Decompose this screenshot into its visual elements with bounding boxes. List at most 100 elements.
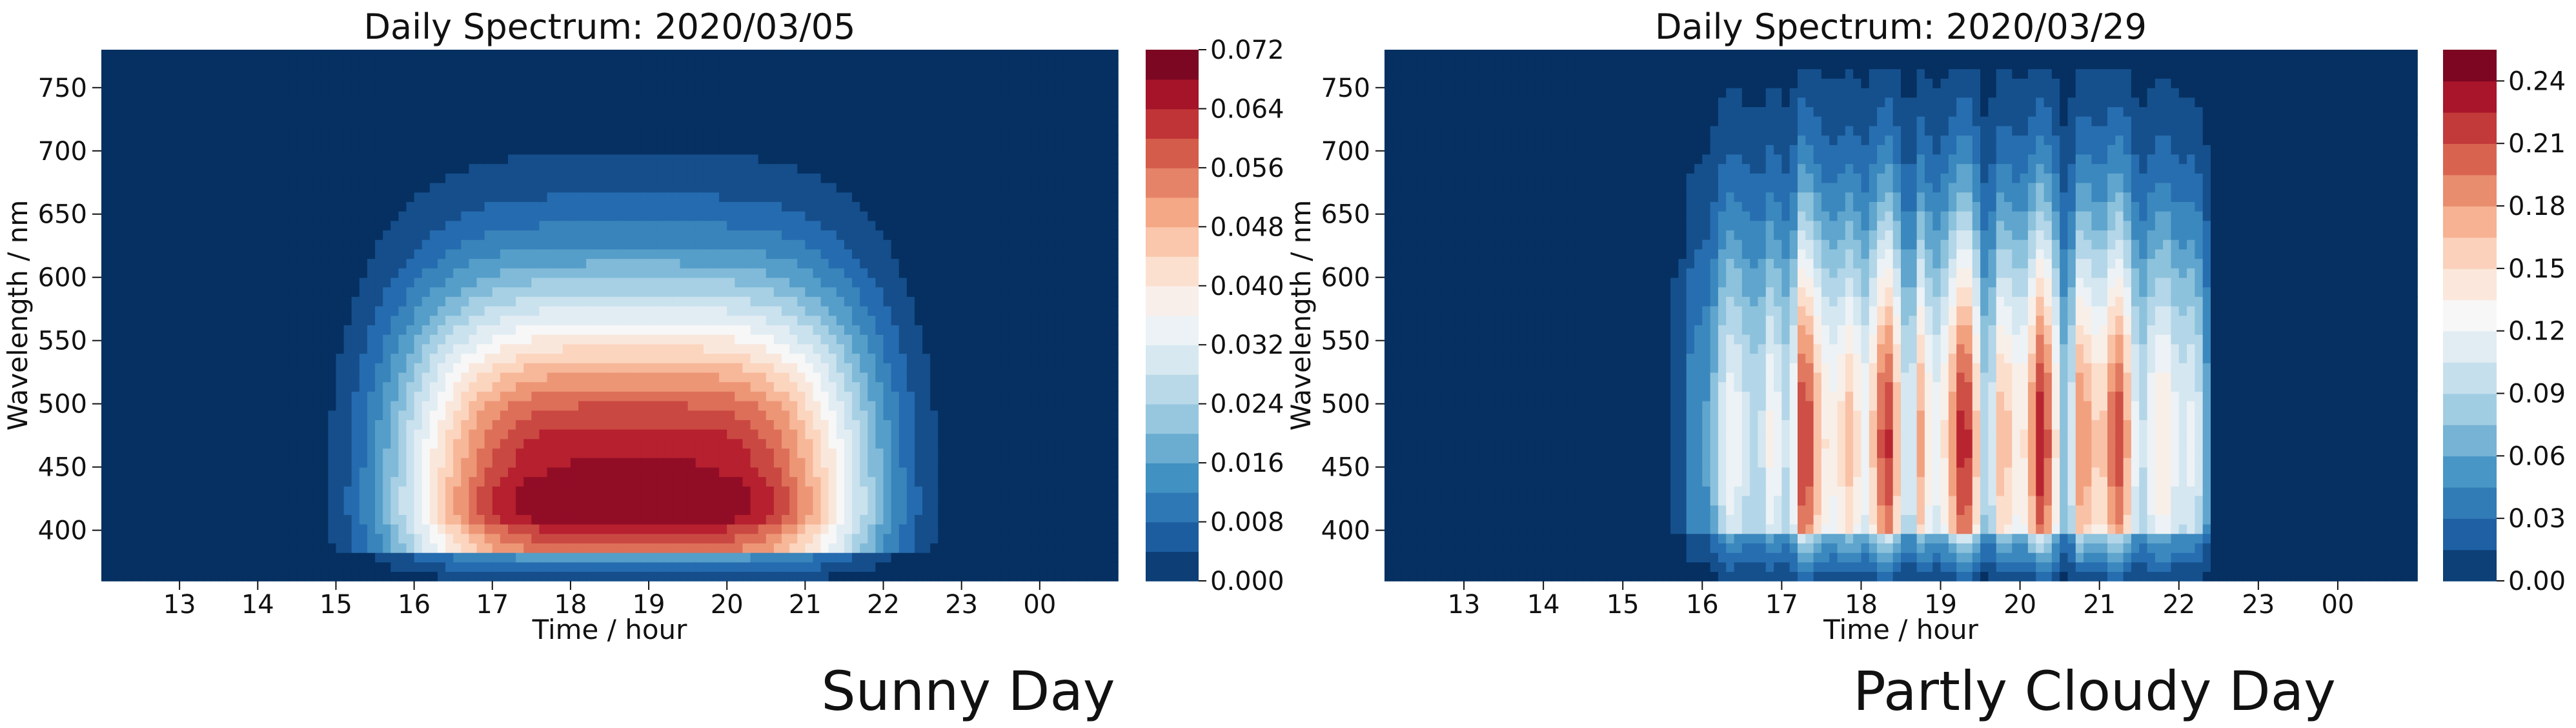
heatmap-cell [782,552,790,563]
heatmap-cell [421,476,431,487]
heatmap-cell [500,287,509,297]
heatmap-cell [617,420,626,430]
heatmap-cell [789,315,798,325]
heatmap-cell [414,220,423,231]
heatmap-cell [296,154,305,165]
heatmap-cell [453,116,462,126]
heatmap-cell [429,429,438,440]
heatmap-cell [390,97,400,107]
heatmap-cell [383,467,392,478]
heatmap-cell [719,543,728,553]
heatmap-cell [554,296,563,307]
heatmap-cell [437,334,446,345]
heatmap-cell [250,467,259,478]
heatmap-cell [539,420,548,430]
heatmap-cell [258,125,267,136]
heatmap-cell [508,50,516,60]
heatmap-cell [727,505,736,515]
heatmap-cell [500,144,509,155]
heatmap-cell [695,192,704,202]
heatmap-cell [226,78,235,88]
heatmap-cell [656,486,665,496]
heatmap-cell [672,457,681,468]
heatmap-cell [109,125,118,136]
heatmap-cell [320,343,329,354]
heatmap-cell [383,296,392,307]
heatmap-cell [296,87,305,98]
heatmap-cell [547,239,556,250]
heatmap-cell [414,144,423,155]
heatmap-cell [281,192,290,202]
heatmap-cell [625,68,634,79]
heatmap-cell [281,420,290,430]
heatmap-cell [703,173,712,183]
heatmap-cell [336,106,345,117]
heatmap-cell [336,429,345,440]
heatmap-cell [312,381,321,392]
heatmap-cell [508,523,516,534]
heatmap-cell [125,220,134,231]
heatmap-cell [656,438,665,449]
heatmap-cell [703,239,712,250]
heatmap-cell [687,59,696,70]
heatmap-cell [453,523,462,534]
heatmap-cell [602,268,611,278]
heatmap-cell [414,533,423,544]
heatmap-cell [469,248,478,259]
heatmap-cell [727,144,736,155]
heatmap-cell [328,125,337,136]
heatmap-cell [664,50,673,60]
heatmap-cell [789,296,798,307]
heatmap-cell [125,210,134,221]
heatmap-cell [172,438,180,449]
heatmap-cell [163,201,172,212]
heatmap-cell [719,87,728,98]
heatmap-cell [218,97,227,107]
heatmap-cell [281,87,290,98]
heatmap-cell [633,116,642,126]
heatmap-cell [750,362,759,373]
heatmap-cell [117,210,126,221]
heatmap-cell [695,135,704,145]
heatmap-cell [750,315,759,325]
heatmap-cell [782,362,790,373]
heatmap-cell [570,429,579,440]
heatmap-cell [758,438,767,449]
heatmap-cell [594,325,603,335]
heatmap-cell [328,315,337,325]
heatmap-cell [695,210,704,221]
heatmap-cell [789,106,798,117]
heatmap-cell [703,420,712,430]
heatmap-cell [179,68,188,79]
heatmap-cell [453,353,462,363]
heatmap-cell [554,325,563,335]
heatmap-cell [492,258,501,268]
heatmap-cell [226,334,235,345]
heatmap-cell [187,277,196,288]
heatmap-cell [156,334,165,345]
heatmap-cell [500,258,509,268]
heatmap-cell [328,50,337,60]
heatmap-cell [281,372,290,383]
heatmap-cell [594,268,603,278]
heatmap-cell [789,192,798,202]
heatmap-cell [445,467,454,478]
heatmap-cell [476,154,485,165]
heatmap-cell [203,552,212,563]
heatmap-cell [539,50,548,60]
heatmap-cell [727,514,736,525]
heatmap-cell [711,97,720,107]
heatmap-cell [508,476,516,487]
heatmap-cell [125,59,134,70]
heatmap-cell [453,230,462,240]
heatmap-cell [117,523,126,534]
heatmap-cell [343,505,352,515]
heatmap-cell [640,325,649,335]
heatmap-cell [672,343,681,354]
heatmap-cell [445,448,454,458]
heatmap-cell [492,230,501,240]
heatmap-cell [242,210,250,221]
heatmap-cell [594,210,603,221]
heatmap-cell [179,258,188,268]
heatmap-cell [414,448,423,458]
